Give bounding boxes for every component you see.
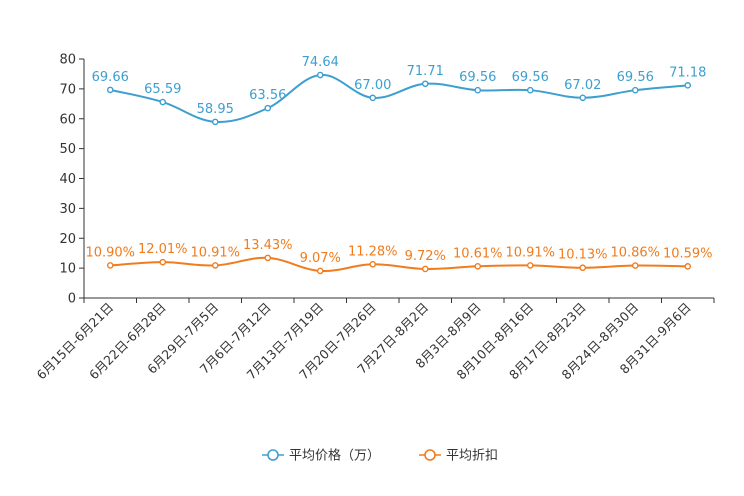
y-tick-label: 20 <box>59 232 76 247</box>
data-label: 13.43% <box>243 238 293 253</box>
chart-legend[interactable]: 平均价格（万） 平均折扣 <box>262 448 498 464</box>
legend-marker-icon <box>267 449 279 461</box>
data-point[interactable] <box>316 267 324 275</box>
y-tick-label: 10 <box>59 262 76 277</box>
data-point[interactable] <box>369 94 377 102</box>
chart-series: 69.66 65.59 58.95 63.56 74.64 67.00 71.71 69.56… <box>85 55 713 275</box>
data-label: 10.59% <box>663 246 713 261</box>
legend-label: 平均折扣 <box>446 449 498 464</box>
data-point[interactable] <box>316 71 324 79</box>
series-discount: 10.90% 12.01% 10.91%13.43%9.07% 11.28% 9.72%… <box>85 238 713 275</box>
legend-item-price[interactable]: 平均价格（万） <box>262 448 380 464</box>
data-label: 9.07% <box>300 251 341 266</box>
data-point[interactable] <box>264 104 272 112</box>
data-point[interactable] <box>106 86 114 94</box>
data-label: 11.28% <box>348 244 398 259</box>
chart-axes: 010203040506070806月15日-6月21日6月22日-6月28日6… <box>33 53 715 382</box>
data-label: 69.56 <box>617 70 654 85</box>
data-point[interactable] <box>526 86 534 94</box>
series-price: 69.66 65.59 58.95 63.56 74.64 67.00 71.71 69.56… <box>92 55 706 126</box>
data-label: 74.64 <box>302 55 339 70</box>
data-label: 67.00 <box>354 78 391 93</box>
data-label: 10.86% <box>610 246 660 261</box>
y-tick-label: 80 <box>59 53 76 68</box>
data-label: 10.90% <box>85 245 135 260</box>
data-point[interactable] <box>579 264 587 272</box>
data-label: 67.02 <box>564 78 601 93</box>
data-label: 10.13% <box>558 248 608 263</box>
y-tick-label: 50 <box>59 142 76 157</box>
data-point[interactable] <box>684 263 692 270</box>
data-point[interactable] <box>421 80 429 88</box>
data-label: 12.01% <box>138 242 188 257</box>
data-point[interactable] <box>631 262 639 269</box>
data-point[interactable] <box>684 82 692 89</box>
data-label: 71.18 <box>669 65 706 80</box>
data-label: 69.66 <box>92 70 129 85</box>
legend-item-discount[interactable]: 平均折扣 <box>419 449 498 464</box>
data-point[interactable] <box>211 118 219 126</box>
data-point[interactable] <box>579 94 587 102</box>
y-tick-label: 0 <box>68 292 76 307</box>
data-point[interactable] <box>106 262 114 269</box>
data-label: 58.95 <box>197 102 234 117</box>
legend-label: 平均价格（万） <box>289 448 380 464</box>
data-label: 10.91% <box>505 245 555 260</box>
data-point[interactable] <box>264 254 272 262</box>
data-label: 9.72% <box>405 249 446 264</box>
y-tick-label: 60 <box>59 112 76 127</box>
data-point[interactable] <box>631 86 639 94</box>
data-point[interactable] <box>421 265 429 273</box>
data-point[interactable] <box>526 262 534 269</box>
data-label: 63.56 <box>249 88 286 103</box>
data-label: 71.71 <box>407 64 444 79</box>
data-point[interactable] <box>159 258 167 266</box>
data-label: 69.56 <box>459 70 496 85</box>
data-point[interactable] <box>211 262 219 269</box>
y-tick-label: 70 <box>59 82 76 97</box>
legend-marker-icon <box>424 449 436 461</box>
data-label: 65.59 <box>144 82 181 97</box>
data-label: 69.56 <box>512 70 549 85</box>
data-label: 10.61% <box>453 246 503 261</box>
y-tick-label: 40 <box>59 172 76 187</box>
data-point[interactable] <box>369 261 377 268</box>
data-point[interactable] <box>474 263 482 270</box>
y-tick-label: 30 <box>59 202 76 217</box>
data-label: 10.91% <box>190 245 240 260</box>
series-line <box>110 256 688 272</box>
data-point[interactable] <box>159 98 167 106</box>
data-point[interactable] <box>474 86 482 94</box>
